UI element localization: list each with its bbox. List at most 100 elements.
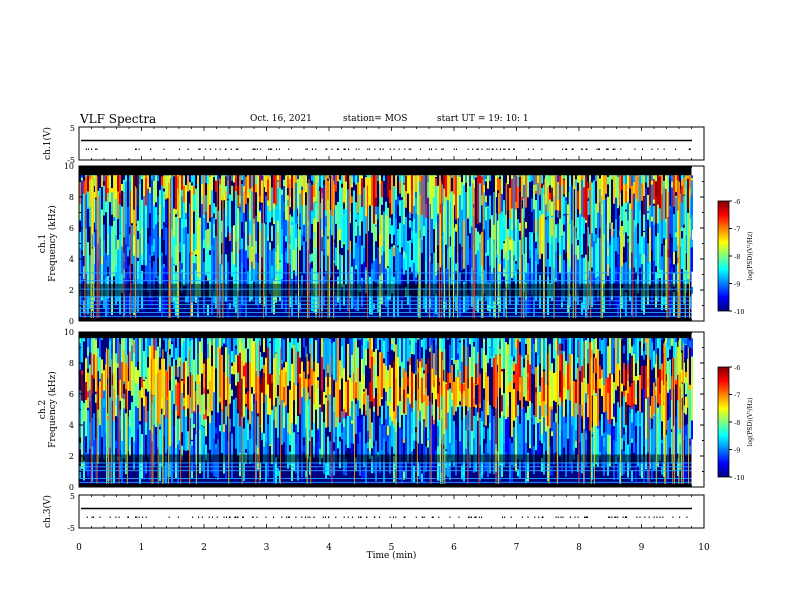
ch1-spectrogram-cell bbox=[659, 208, 661, 252]
ch1-spectrogram-cell bbox=[131, 175, 133, 224]
ch1-spectrogram-ytick-label: 10 bbox=[64, 162, 74, 171]
ch1-spectrogram-cell bbox=[311, 288, 313, 312]
ch1-spectrogram-cell bbox=[355, 221, 357, 236]
ch1-spectrogram-cell bbox=[341, 255, 343, 288]
ch1-spectrogram-cell bbox=[473, 207, 475, 223]
ch1-spectrogram-cell bbox=[631, 210, 633, 257]
ch1-spectrogram-cell bbox=[661, 175, 663, 195]
ch2-spectrogram-cell bbox=[607, 346, 609, 378]
ch2-spectrogram-cell bbox=[341, 365, 343, 378]
ch1-spectrogram-ylabel: Frequency (kHz) bbox=[47, 205, 58, 282]
ch2-spectrogram-cell bbox=[159, 369, 161, 425]
ch1-spectrogram-cell bbox=[687, 177, 689, 209]
ch2-spectrogram-cell bbox=[209, 423, 211, 450]
ch1-spectrogram-cell bbox=[101, 209, 103, 257]
ch2-spectrogram-cell bbox=[543, 338, 545, 370]
ch1-spectrogram-cell bbox=[365, 270, 367, 294]
ch2-spectrogram-cell bbox=[403, 471, 405, 480]
ch1-spectrogram-cell bbox=[521, 208, 523, 237]
ch1-spectrogram-cell bbox=[211, 216, 213, 250]
ch1-spectrogram-cell bbox=[641, 236, 643, 265]
ch1-spectrogram-cell bbox=[307, 238, 309, 284]
ch1-spectrogram-cell bbox=[307, 225, 309, 251]
ch2-spectrogram-cell bbox=[475, 338, 477, 368]
ch2-spectrogram-cell bbox=[427, 405, 429, 439]
ch1-spectrogram-cell bbox=[329, 297, 331, 318]
ch1-spectrogram-cell bbox=[507, 259, 509, 290]
ch1-spectrogram-cell bbox=[375, 258, 377, 283]
ch1-spectrogram-cell bbox=[229, 303, 231, 310]
ch1-spectrogram-cell bbox=[595, 175, 597, 182]
ch2-spectrogram-cell bbox=[269, 338, 271, 342]
ch2-spectrogram-cell bbox=[513, 389, 515, 421]
ch1-spectrogram-cell bbox=[125, 236, 127, 244]
ch2-spectrogram-cell bbox=[259, 338, 261, 346]
ch2-spectrogram-cell bbox=[155, 338, 157, 351]
ch2-spectrogram-cell bbox=[341, 338, 343, 347]
ch1-spectrogram-cell bbox=[121, 255, 123, 287]
ch1-spectrogram-cell bbox=[291, 175, 293, 189]
ch1-spectrogram-cell bbox=[97, 190, 99, 244]
ch1-spectrogram-cell bbox=[327, 180, 329, 216]
ch2-spectrogram-cell bbox=[345, 381, 347, 414]
ch1-spectrogram-cell bbox=[437, 224, 439, 246]
ch2-spectrogram-cell bbox=[147, 367, 149, 392]
ch2-spectrogram-cell bbox=[367, 338, 369, 343]
ch1-spectrogram-cell bbox=[277, 188, 279, 221]
ch2-spectrogram-cell bbox=[375, 451, 377, 482]
ch2-spectrogram-cell bbox=[393, 455, 395, 483]
ch2-spectrogram-cell bbox=[253, 403, 255, 453]
ch2-spectrogram-cell bbox=[413, 392, 415, 441]
ch1-spectrogram-cell bbox=[489, 288, 491, 311]
ch1-spectrogram-cell bbox=[601, 175, 603, 197]
ch2-spectrogram-cell bbox=[277, 396, 279, 440]
ch1-waveform-ylabel: ch.1(V) bbox=[42, 127, 53, 160]
ch1-spectrogram-cell bbox=[507, 178, 509, 211]
ch2-spectrogram-cell bbox=[97, 409, 99, 419]
ch1-spectrogram-cell bbox=[665, 229, 667, 280]
ch2-spectrogram-cell bbox=[273, 358, 275, 406]
ch1-spectrogram-cell bbox=[497, 227, 499, 266]
ch2-spectrogram-cell bbox=[561, 394, 563, 447]
ch1-spectrogram-cell bbox=[349, 243, 351, 281]
ch2-spectrogram-cell bbox=[501, 395, 503, 412]
ch1-spectrogram-cell bbox=[631, 175, 633, 186]
ch1-spectrogram-cell bbox=[521, 275, 523, 283]
ch1-spectrogram-cell bbox=[349, 240, 351, 253]
ch2-spectrogram-cell bbox=[475, 363, 477, 385]
ch1-spectrogram-cell bbox=[373, 303, 375, 310]
ch2-spectrogram-cell bbox=[421, 385, 423, 407]
ch1-spectrogram-cell bbox=[173, 175, 175, 177]
ch1-spectrogram-cell bbox=[539, 175, 541, 194]
ch2-spectrogram-cell bbox=[291, 404, 293, 454]
ch1-spectrogram-cell bbox=[225, 175, 227, 177]
ch2-spectrogram-cell bbox=[463, 417, 465, 452]
ch1-spectrogram-cell bbox=[425, 211, 427, 256]
ch1-spectrogram-cell bbox=[683, 175, 685, 195]
ch1-spectrogram-ytick-label: 8 bbox=[69, 193, 74, 202]
ch1-spectrogram-cell bbox=[613, 230, 615, 239]
ch1-spectrogram-cell bbox=[583, 210, 585, 234]
ch1-spectrogram-cell bbox=[533, 175, 535, 185]
ch2-spectrogram-cell bbox=[323, 422, 325, 463]
ch1-spectrogram-cell bbox=[221, 220, 223, 233]
ch1-spectrogram-cell bbox=[493, 295, 495, 318]
ch1-spectrogram-cell bbox=[259, 212, 261, 223]
ch2-spectrogram-cell bbox=[511, 443, 513, 466]
ch1-spectrogram-cell bbox=[483, 219, 485, 230]
ch1-spectrogram-cell bbox=[239, 249, 241, 296]
ch1-spectrogram-cell bbox=[339, 301, 341, 311]
ch2-spectrogram-cell bbox=[453, 338, 455, 365]
ch2-spectrogram-cell bbox=[527, 452, 529, 479]
ch1-spectrogram-cell bbox=[197, 221, 199, 276]
ch2-spectrogram-cell bbox=[499, 338, 501, 342]
ch2-spectrogram-cell bbox=[539, 405, 541, 420]
ch2-spectrogram-cell bbox=[409, 338, 411, 345]
ch2-spectrogram-cell bbox=[299, 377, 301, 415]
ch2-spectrogram-cell bbox=[437, 349, 439, 394]
ch1-spectrogram-cell bbox=[599, 178, 601, 189]
ch1-spectrogram-cell bbox=[443, 175, 445, 189]
ch1-spectrogram-cell bbox=[623, 203, 625, 231]
ch1-spectrogram-cell bbox=[605, 236, 607, 274]
ch2-spectrogram-cell bbox=[477, 377, 479, 385]
